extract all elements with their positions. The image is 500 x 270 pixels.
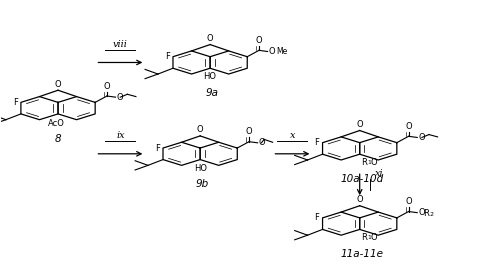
Text: 10a-10d: 10a-10d <box>340 174 384 184</box>
Text: O: O <box>418 133 425 142</box>
Text: 9a: 9a <box>206 88 219 98</box>
Text: O: O <box>258 138 266 147</box>
Text: F: F <box>13 98 18 107</box>
Text: O: O <box>116 93 123 102</box>
Text: ix: ix <box>116 131 124 140</box>
Text: 8: 8 <box>54 134 62 144</box>
Text: 11a-11e: 11a-11e <box>340 249 384 259</box>
Text: xi: xi <box>374 169 384 178</box>
Text: F: F <box>314 138 320 147</box>
Text: O: O <box>356 195 363 204</box>
Text: O: O <box>256 36 262 45</box>
Text: O: O <box>406 122 412 131</box>
Text: O: O <box>370 158 377 167</box>
Text: F: F <box>155 144 160 153</box>
Text: O: O <box>246 127 252 136</box>
Text: O: O <box>356 120 363 129</box>
Text: O: O <box>370 234 377 242</box>
Text: R: R <box>423 209 429 218</box>
Text: HO: HO <box>204 72 216 81</box>
Text: 1: 1 <box>368 160 372 165</box>
Text: R: R <box>361 158 366 167</box>
Text: O: O <box>268 47 276 56</box>
Text: O: O <box>104 82 110 90</box>
Text: O: O <box>406 197 412 206</box>
Text: Me: Me <box>276 47 287 56</box>
Text: R: R <box>361 234 366 242</box>
Text: viii: viii <box>113 39 128 49</box>
Text: O: O <box>418 208 425 217</box>
Text: 9b: 9b <box>196 179 209 189</box>
Text: 2: 2 <box>430 212 434 217</box>
Text: x: x <box>290 131 295 140</box>
Text: O: O <box>197 125 203 134</box>
Text: F: F <box>314 213 320 222</box>
Text: O: O <box>207 34 214 43</box>
Text: HO: HO <box>194 164 206 173</box>
Text: F: F <box>165 52 170 61</box>
Text: AcO: AcO <box>48 119 64 127</box>
Text: O: O <box>54 79 62 89</box>
Text: 1: 1 <box>368 235 372 240</box>
